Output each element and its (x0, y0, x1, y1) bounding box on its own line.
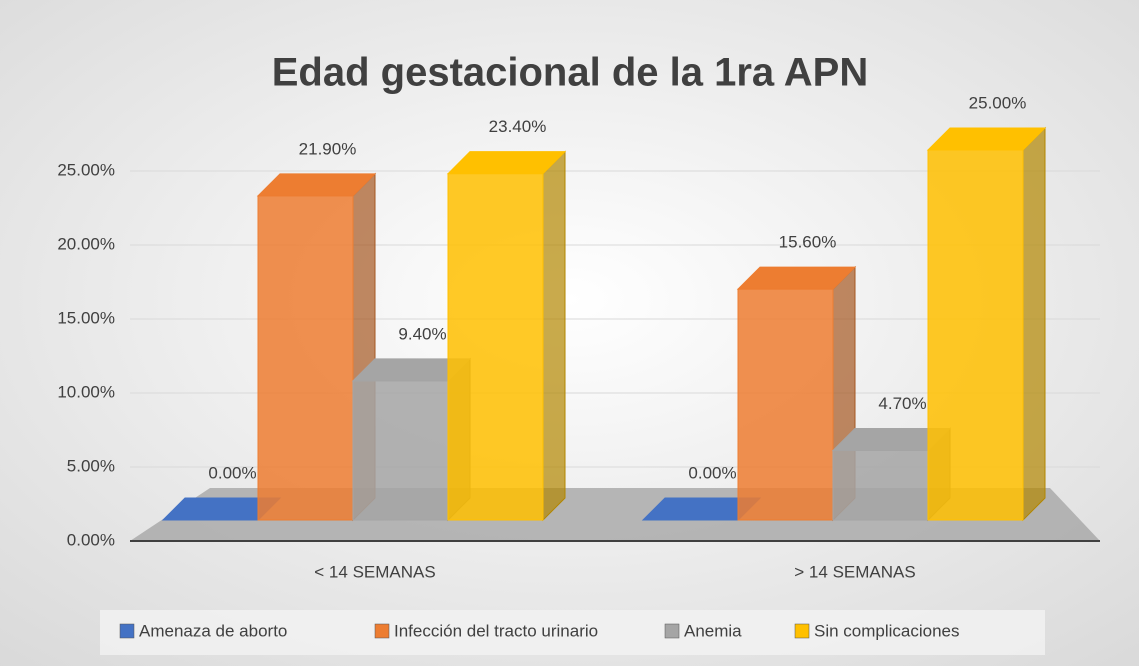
legend-swatch (664, 623, 680, 639)
value-label: 25.00% (969, 93, 1027, 112)
y-tick-label: 25.00% (57, 160, 115, 179)
legend-swatch (794, 623, 810, 639)
value-label: 0.00% (688, 463, 736, 482)
y-tick-label: 10.00% (57, 382, 115, 401)
y-tick-label: 20.00% (57, 234, 115, 253)
x-tick-label: > 14 SEMANAS (794, 562, 915, 581)
y-tick-label: 15.00% (57, 308, 115, 327)
bar-side (1022, 126, 1046, 522)
value-label: 23.40% (489, 117, 547, 136)
chart-title: Edad gestacional de la 1ra APN (272, 51, 869, 95)
bar-side (542, 150, 566, 522)
y-tick-label: 5.00% (67, 456, 115, 475)
x-tick-label: < 14 SEMANAS (314, 562, 435, 581)
value-label: 4.70% (878, 394, 926, 413)
legend-label: Sin complicaciones (814, 621, 960, 640)
legend-label: Amenaza de aborto (139, 621, 287, 640)
value-label: 15.60% (779, 233, 837, 252)
bar (832, 449, 929, 521)
value-label: 0.00% (208, 463, 256, 482)
legend-label: Anemia (684, 621, 742, 640)
legend-label: Infección del tracto urinario (394, 621, 598, 640)
bar (737, 288, 834, 521)
legend-box (100, 610, 1045, 655)
value-label: 9.40% (398, 324, 446, 343)
legend-swatch (119, 623, 135, 639)
value-label: 21.90% (299, 139, 357, 158)
legend-swatch (374, 623, 390, 639)
bar (927, 149, 1024, 521)
y-tick-label: 0.00% (67, 530, 115, 549)
bar (257, 195, 354, 521)
bar (352, 380, 449, 521)
bar (447, 173, 544, 521)
